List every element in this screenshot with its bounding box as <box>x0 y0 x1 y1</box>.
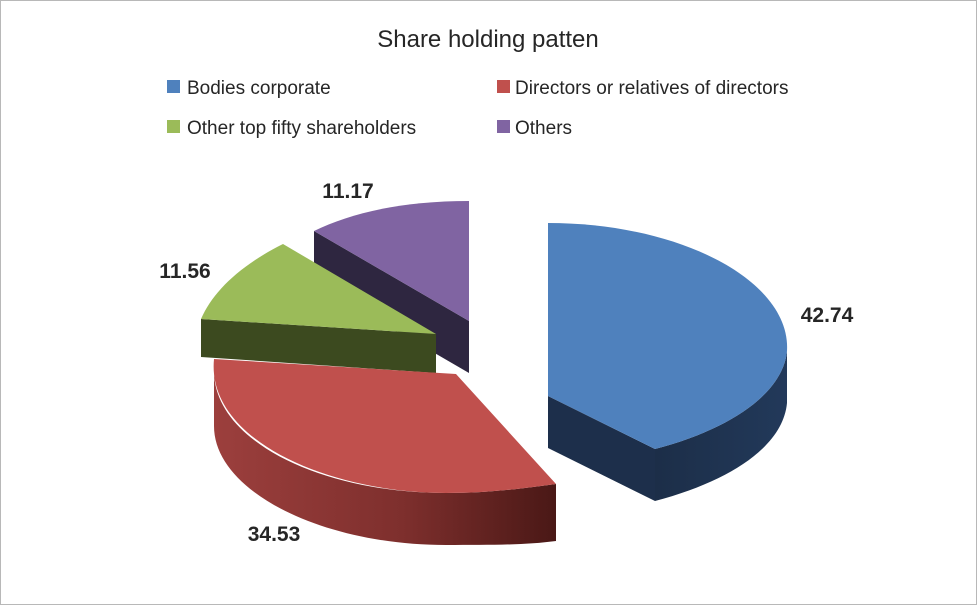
legend-label-directors: Directors or relatives of directors <box>515 78 788 99</box>
pie-slice-bodies-corporate-outer-side <box>655 351 787 501</box>
legend-swatch-bodies-corporate <box>167 80 180 93</box>
pie-slice-other-top-fifty-side <box>201 319 436 373</box>
pie-slice-bodies-corporate <box>548 223 788 501</box>
legend-label-others: Others <box>515 118 572 139</box>
legend-item-directors: Directors or relatives of directors <box>497 78 788 99</box>
legend-item-others: Others <box>497 118 572 139</box>
data-label-bodies-corporate: 42.74 <box>801 304 854 327</box>
legend-label-other-top-fifty: Other top fifty shareholders <box>187 118 416 139</box>
legend-label-bodies-corporate: Bodies corporate <box>187 78 331 99</box>
chart-title: Share holding patten <box>377 26 599 53</box>
data-label-directors: 34.53 <box>248 523 301 546</box>
legend-swatch-directors <box>497 80 510 93</box>
pie-slice-other-top-fifty <box>201 244 436 373</box>
pie-slice-directors-top <box>213 359 556 493</box>
pie-slice-bodies-corporate-top <box>548 223 788 449</box>
pie-slice-other-top-fifty-top <box>201 244 436 334</box>
data-label-other-top-fifty: 11.56 <box>159 260 210 283</box>
legend-swatch-others <box>497 120 510 133</box>
legend-item-other-top-fifty: Other top fifty shareholders <box>167 118 416 139</box>
legend-swatch-other-top-fifty <box>167 120 180 133</box>
pie-slice-directors-side <box>214 371 556 545</box>
legend: Bodies corporate Directors or relatives … <box>167 78 788 139</box>
pie-slice-others-top <box>314 201 469 321</box>
pie-slice-directors <box>213 359 556 545</box>
legend-item-bodies-corporate: Bodies corporate <box>167 78 331 99</box>
data-label-others: 11.17 <box>322 180 373 203</box>
pie-slice-bodies-corporate-side <box>548 396 655 501</box>
